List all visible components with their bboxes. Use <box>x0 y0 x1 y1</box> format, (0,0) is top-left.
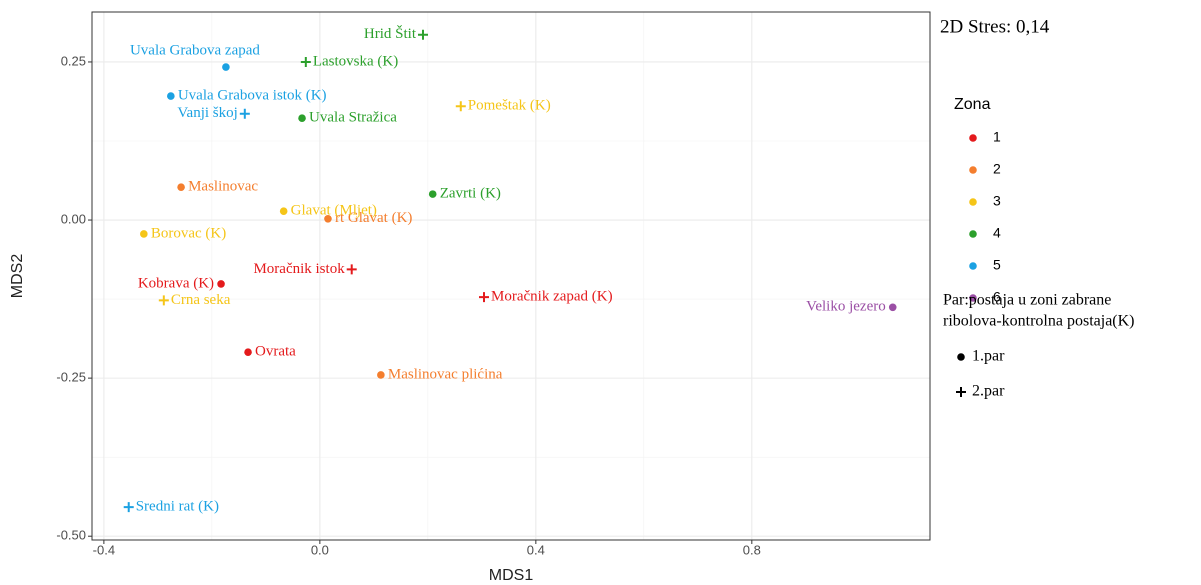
point-label: Maslinovac <box>188 179 258 195</box>
point <box>140 230 148 238</box>
point-label: Sredni rat (K) <box>136 499 219 515</box>
y-axis-title: MDS2 <box>9 254 26 299</box>
point-label: Ovrata <box>255 344 296 360</box>
point-label: Glavat (Mljet) <box>291 203 377 219</box>
legend-swatch <box>969 262 977 270</box>
point-label: Moračnik zapad (K) <box>491 289 613 305</box>
point-label: rt Glavat (K) <box>335 210 412 226</box>
legend-label: 5 <box>993 257 1001 273</box>
shape-legend-symbol <box>956 387 966 397</box>
point <box>217 280 225 288</box>
legend-label: 1 <box>993 129 1001 145</box>
legend-label: 2 <box>993 161 1001 177</box>
point <box>377 371 385 379</box>
legend-title: Zona <box>954 96 991 113</box>
legend-swatch <box>969 166 977 174</box>
legend-swatch <box>969 230 977 238</box>
point <box>158 295 169 306</box>
point-label: Uvala Grabova istok (K) <box>178 88 327 104</box>
point <box>888 303 897 312</box>
legend-swatch <box>969 198 977 206</box>
legend-label: 3 <box>993 193 1001 209</box>
y-tick-label: -0.25 <box>56 370 86 385</box>
point <box>455 101 466 112</box>
point-label: Uvala Stražica <box>309 110 397 126</box>
point-label: Maslinovac plićina <box>388 366 503 382</box>
legend-label: 6 <box>993 289 1001 305</box>
x-tick-label: 0.0 <box>311 542 329 557</box>
point-label: Borovac (K) <box>151 225 226 241</box>
shape-legend-title: ribolova-kontrolna postaja(K) <box>943 313 1135 330</box>
x-tick-label: -0.4 <box>93 542 115 557</box>
point <box>222 63 230 71</box>
point <box>428 190 437 198</box>
point <box>239 108 250 119</box>
point <box>300 56 311 67</box>
shape-legend-title: Par:postaja u zoni zabrane <box>943 292 1111 309</box>
legend-swatch <box>969 134 977 142</box>
point-label: Lastovska (K) <box>313 53 398 69</box>
point-label: Uvala Grabova zapad <box>130 42 260 58</box>
grid <box>92 12 930 540</box>
plot-panel <box>92 12 930 540</box>
point-label: Zavrti (K) <box>440 186 501 202</box>
plot-border <box>91 11 931 541</box>
point-label: Crna seka <box>171 292 231 308</box>
legend-swatch <box>969 294 977 302</box>
legend-label: 4 <box>993 225 1001 241</box>
point <box>324 214 332 223</box>
shape-legend-label: 1.par <box>972 348 1005 365</box>
point <box>244 348 252 356</box>
stress-annotation: 2D Stres: 0,14 <box>940 16 1050 37</box>
shape-legend-symbol <box>957 353 965 361</box>
x-tick-label: 0.8 <box>743 542 761 557</box>
x-axis-title: MDS1 <box>489 567 534 584</box>
y-tick-label: -0.50 <box>56 528 86 543</box>
point-label: Veliko jezero <box>806 299 886 315</box>
point-label: Pomeštak (K) <box>468 98 551 114</box>
shape-legend-label: 2.par <box>972 383 1005 400</box>
y-tick-label: 0.25 <box>61 53 86 68</box>
point-label: Kobrava (K) <box>138 275 214 291</box>
point <box>177 183 185 191</box>
x-tick-label: 0.4 <box>527 542 545 557</box>
point <box>298 114 306 123</box>
point-label: Moračnik istok <box>253 261 345 277</box>
point <box>346 264 357 275</box>
point <box>417 29 428 40</box>
point <box>479 292 490 303</box>
point <box>167 92 175 100</box>
point <box>123 502 134 513</box>
point <box>279 207 288 215</box>
y-tick-label: 0.00 <box>61 211 86 226</box>
point-label: Vanji škoj <box>177 105 237 121</box>
point-label: Hrid Štit <box>364 25 417 42</box>
